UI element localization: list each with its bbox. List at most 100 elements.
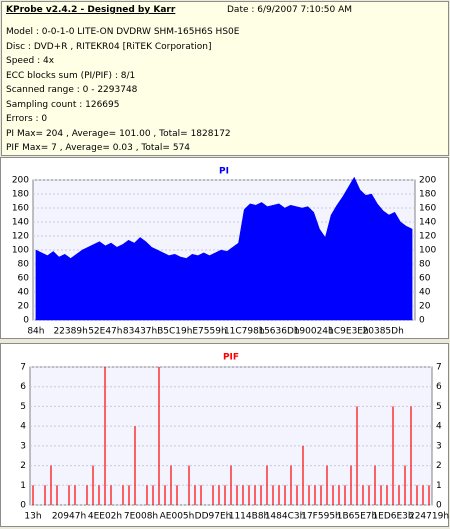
bar — [362, 485, 364, 505]
y-tick-label-right: 60 — [419, 274, 431, 284]
bar — [284, 485, 286, 505]
chart-title: PI — [219, 167, 229, 177]
bar — [416, 485, 418, 505]
bar — [152, 485, 154, 505]
chart-title: PIF — [223, 353, 239, 363]
bar — [230, 465, 232, 505]
bar — [374, 465, 376, 505]
bar — [134, 426, 136, 505]
bar — [302, 445, 304, 505]
y-tick-label-right: 7 — [436, 363, 442, 373]
x-tick-label: 20947h — [52, 512, 86, 522]
bar — [194, 485, 196, 505]
bar — [50, 465, 52, 505]
bar — [98, 485, 100, 505]
x-tick-label: 15636Dh — [258, 327, 299, 337]
bar — [74, 485, 76, 505]
bar — [272, 485, 274, 505]
x-tick-label: 84h — [27, 327, 44, 337]
bar — [242, 485, 244, 505]
y-tick-label-right: 180 — [419, 190, 436, 200]
y-tick-label: 3 — [20, 441, 26, 451]
scan-date: Date : 6/9/2007 7:10:50 AM — [227, 5, 353, 15]
bar — [386, 485, 388, 505]
bar — [296, 485, 298, 505]
y-tick-label: 7 — [20, 363, 26, 373]
y-tick-label: 140 — [12, 218, 29, 228]
x-tick-label: 7E008h — [124, 512, 158, 522]
y-tick-label: 4 — [20, 422, 26, 432]
y-tick-label-right: 5 — [436, 402, 442, 412]
pi-area — [35, 176, 413, 321]
info-line: Disc : DVD+R , RITEKR04 [RiTEK Corporati… — [6, 41, 212, 52]
bar — [248, 485, 250, 505]
bar — [338, 485, 340, 505]
x-tick-label: AE005h — [160, 512, 195, 522]
info-line: PIF Max= 7 , Average= 0.03 , Total= 574 — [6, 143, 191, 153]
pi-chart: PI 0 0 20 20 40 40 60 60 80 80 100 100 120 120 140 140 16… — [0, 157, 449, 339]
y-tick-label: 6 — [20, 382, 26, 392]
bar — [368, 485, 370, 505]
bar — [422, 485, 424, 505]
y-tick-label-right: 80 — [419, 260, 431, 270]
x-tick-label: DD97Eh — [195, 512, 232, 522]
info-line: PI Max= 204 , Average= 101.00 , Total= 1… — [6, 128, 231, 139]
y-tick-label: 100 — [12, 246, 29, 256]
y-tick-label-right: 160 — [419, 204, 436, 214]
info-line: Speed : 4x — [6, 56, 55, 66]
bar — [32, 485, 34, 505]
bar — [254, 485, 256, 505]
y-tick-label: 0 — [23, 316, 29, 326]
y-tick-label-right: 100 — [419, 246, 436, 256]
bar — [320, 485, 322, 505]
y-tick-label: 120 — [12, 232, 29, 242]
bar — [314, 485, 316, 505]
y-tick-label: 20 — [18, 302, 30, 312]
bar — [170, 465, 172, 505]
bar — [344, 485, 346, 505]
y-tick-label-right: 0 — [419, 316, 425, 326]
y-tick-label-right: 4 — [436, 422, 442, 432]
bar — [68, 485, 70, 505]
x-tick-label: 52E47h — [88, 327, 122, 337]
pif-chart: PIF 0 0 1 1 2 2 3 3 4 4 5 5 6 6 7 7 13h 20947h 4EE02h 7E008h… — [0, 343, 449, 527]
info-line: Errors : 0 — [6, 114, 48, 124]
bar — [260, 485, 262, 505]
bar — [122, 485, 124, 505]
bar — [404, 465, 406, 505]
y-tick-label: 40 — [18, 288, 30, 298]
y-tick-label: 5 — [20, 402, 26, 412]
bar — [290, 465, 292, 505]
bar — [278, 485, 280, 505]
y-tick-label-right: 200 — [419, 176, 436, 186]
bar — [188, 465, 190, 505]
y-tick-label: 200 — [12, 176, 29, 186]
bar — [44, 485, 46, 505]
x-tick-label: 1484C3h — [265, 512, 306, 522]
bar — [398, 485, 400, 505]
info-line: Sampling count : 126695 — [6, 99, 120, 110]
bar — [326, 465, 328, 505]
bar — [86, 485, 88, 505]
x-tick-label: 22389h — [53, 327, 87, 337]
x-tick-label: 190024h — [294, 327, 334, 337]
y-tick-label-right: 6 — [436, 382, 442, 392]
bar — [410, 406, 412, 505]
bar — [392, 406, 394, 505]
bar — [218, 485, 220, 505]
bar — [380, 485, 382, 505]
bar — [356, 406, 358, 505]
bar — [350, 465, 352, 505]
x-tick-label: 1C9E3Eh — [328, 327, 369, 337]
bar — [146, 485, 148, 505]
y-tick-label-right: 20 — [419, 302, 431, 312]
info-line: ECC blocks sum (PI/PIF) : 8/1 — [6, 70, 136, 81]
bar — [104, 367, 106, 505]
y-tick-label-right: 0 — [436, 501, 442, 511]
x-tick-label: B5C19h — [157, 327, 192, 337]
bar — [308, 485, 310, 505]
y-tick-label: 80 — [18, 260, 30, 270]
bar — [158, 367, 160, 505]
bar — [164, 485, 166, 505]
